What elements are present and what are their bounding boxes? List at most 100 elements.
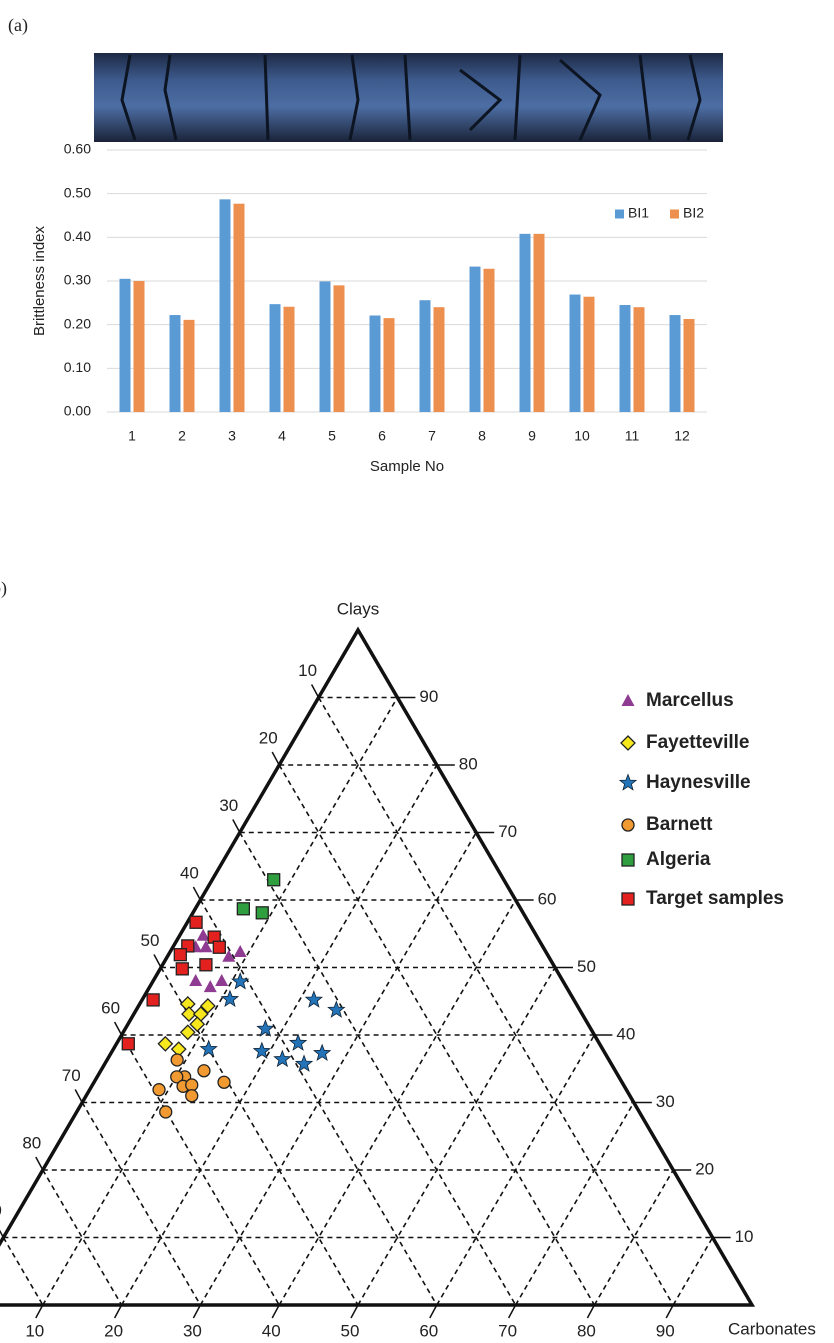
legend-label: Barnett xyxy=(646,814,713,835)
clay-tick-label: 90 xyxy=(419,687,438,706)
clay-tick-label: 30 xyxy=(656,1092,675,1111)
legend-label: Algeria xyxy=(646,849,711,870)
tick-mark xyxy=(430,1305,437,1318)
left-tick-label: 30 xyxy=(219,796,238,815)
grid-line xyxy=(82,1103,200,1306)
legend-label: Marcellus xyxy=(646,690,734,711)
legend-label: Haynesville xyxy=(646,772,751,793)
data-point xyxy=(201,1041,217,1056)
data-point xyxy=(171,1054,183,1066)
left-tick-label: 40 xyxy=(180,863,199,882)
bar xyxy=(234,204,245,412)
data-point xyxy=(306,991,322,1006)
data-point xyxy=(122,1038,134,1050)
data-point xyxy=(314,1045,330,1060)
right-axis-label: Carbonates xyxy=(728,1319,816,1338)
tick-mark xyxy=(587,1305,594,1318)
y-tick-label: 0.40 xyxy=(64,228,91,244)
x-tick-label: 6 xyxy=(378,428,386,444)
left-tick-label: 20 xyxy=(259,728,278,747)
tick-mark xyxy=(233,820,240,833)
grid-line xyxy=(516,1103,634,1306)
bar xyxy=(684,319,695,412)
clay-tick-label: 60 xyxy=(538,889,557,908)
legend-label: BI2 xyxy=(683,205,704,221)
tick-mark xyxy=(193,1305,200,1318)
data-point xyxy=(174,949,186,961)
x-axis-label: Sample No xyxy=(370,458,444,475)
tick-mark xyxy=(351,1305,358,1318)
y-tick-label: 0.60 xyxy=(64,141,91,157)
bar xyxy=(584,297,595,412)
tick-mark xyxy=(509,1305,516,1318)
clay-tick-label: 20 xyxy=(695,1159,714,1178)
carbonate-tick-label: 40 xyxy=(262,1321,281,1340)
y-axis-label: Brittleness index xyxy=(31,225,48,336)
carbonate-tick-label: 30 xyxy=(183,1321,202,1340)
clay-tick-label: 50 xyxy=(577,957,596,976)
data-point xyxy=(290,1035,306,1050)
bar xyxy=(134,281,145,412)
bar xyxy=(170,315,181,412)
bar xyxy=(534,234,545,412)
x-tick-label: 12 xyxy=(674,428,690,444)
legend-label: Target samples xyxy=(646,888,784,909)
bar xyxy=(420,300,431,412)
bar xyxy=(370,315,381,412)
left-tick-label: 50 xyxy=(141,931,160,950)
tick-mark xyxy=(666,1305,673,1318)
data-point xyxy=(256,907,268,919)
data-point xyxy=(186,1090,198,1102)
x-tick-label: 1 xyxy=(128,428,136,444)
tick-mark xyxy=(36,1157,43,1170)
bar xyxy=(570,295,581,412)
x-tick-label: 4 xyxy=(278,428,286,444)
legend-swatch xyxy=(670,210,679,219)
legend-label: Fayetteville xyxy=(646,732,750,753)
x-tick-label: 2 xyxy=(178,428,186,444)
tick-mark xyxy=(154,955,161,968)
panel-label: (b) xyxy=(0,578,7,599)
bar xyxy=(384,318,395,412)
tick-mark xyxy=(272,1305,279,1318)
data-point xyxy=(215,974,228,986)
bar xyxy=(520,234,531,412)
data-point xyxy=(296,1056,312,1071)
data-point xyxy=(160,1106,172,1118)
data-point xyxy=(204,980,217,992)
y-tick-label: 0.00 xyxy=(64,403,91,419)
carbonate-tick-label: 20 xyxy=(104,1321,123,1340)
carbonate-tick-label: 90 xyxy=(656,1321,675,1340)
legend-swatch xyxy=(615,210,624,219)
carbonate-tick-label: 10 xyxy=(25,1321,44,1340)
y-tick-label: 0.50 xyxy=(64,184,91,200)
data-point xyxy=(234,945,247,957)
legend-marker xyxy=(622,893,634,905)
figure: (a)0.000.100.200.300.400.500.60123456789… xyxy=(0,0,834,1343)
legend-marker xyxy=(621,736,635,750)
bar xyxy=(620,305,631,412)
left-tick-label: 70 xyxy=(62,1066,81,1085)
legend-marker xyxy=(622,819,634,831)
left-tick-label: 10 xyxy=(298,661,317,680)
clay-tick-label: 10 xyxy=(735,1227,754,1246)
data-point xyxy=(257,1020,273,1035)
bar xyxy=(670,315,681,412)
x-tick-label: 3 xyxy=(228,428,236,444)
tick-mark xyxy=(75,1090,82,1103)
top-axis-label: Clays xyxy=(337,599,380,618)
x-tick-label: 7 xyxy=(428,428,436,444)
left-tick-label: 60 xyxy=(101,998,120,1017)
tick-mark xyxy=(115,1022,122,1035)
grid-line xyxy=(3,1238,42,1306)
bar xyxy=(484,269,495,412)
x-tick-label: 5 xyxy=(328,428,336,444)
x-tick-label: 11 xyxy=(625,428,640,444)
y-tick-label: 0.30 xyxy=(64,272,91,288)
bar xyxy=(320,281,331,412)
left-tick-label: 90 xyxy=(0,1201,2,1220)
bar xyxy=(434,307,445,412)
tick-mark xyxy=(312,685,319,698)
legend-marker xyxy=(622,854,634,866)
clay-tick-label: 80 xyxy=(459,754,478,773)
